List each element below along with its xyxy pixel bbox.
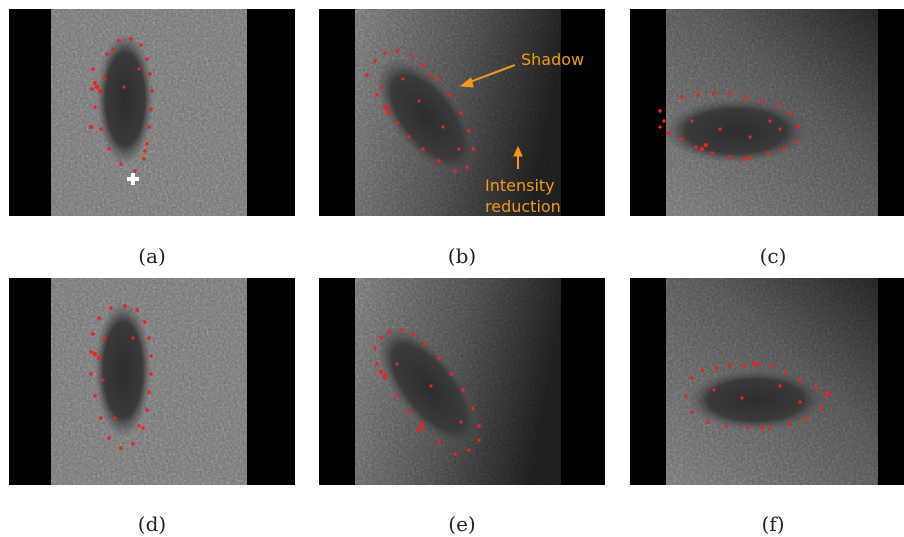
contour-points [89, 304, 153, 450]
shadow-label: Shadow [521, 50, 585, 69]
ultrasound-image-f [666, 278, 878, 485]
ultrasound-image-d [51, 278, 247, 485]
intensity-label-line1: Intensity [485, 176, 555, 195]
panel-a [9, 9, 295, 216]
contour-points [89, 37, 154, 173]
panel-e [319, 278, 605, 485]
panel-c [630, 9, 904, 216]
shadow-arrow [459, 64, 516, 88]
contour-points [684, 362, 831, 430]
caption-e: (e) [448, 512, 476, 536]
panel-f [630, 278, 904, 485]
caption-a: (a) [138, 244, 166, 268]
intensity-label-line2: reduction [485, 197, 561, 216]
contour-points [373, 328, 481, 456]
ultrasound-image-a [51, 9, 247, 216]
white-plus-icon [127, 173, 139, 185]
caption-c: (c) [759, 244, 787, 268]
intensity-arrow [513, 145, 523, 169]
caption-f: (f) [761, 512, 785, 536]
caption-d: (d) [137, 512, 167, 536]
ultrasound-image-e [355, 278, 561, 485]
panel-b: Shadow Intensity reduction [319, 9, 605, 216]
contour-points [658, 91, 800, 161]
contour-points [365, 49, 475, 173]
caption-b: (b) [447, 244, 477, 268]
ultrasound-image-c [658, 9, 878, 216]
ultrasound-image-b [355, 9, 561, 216]
panel-d [9, 278, 295, 485]
